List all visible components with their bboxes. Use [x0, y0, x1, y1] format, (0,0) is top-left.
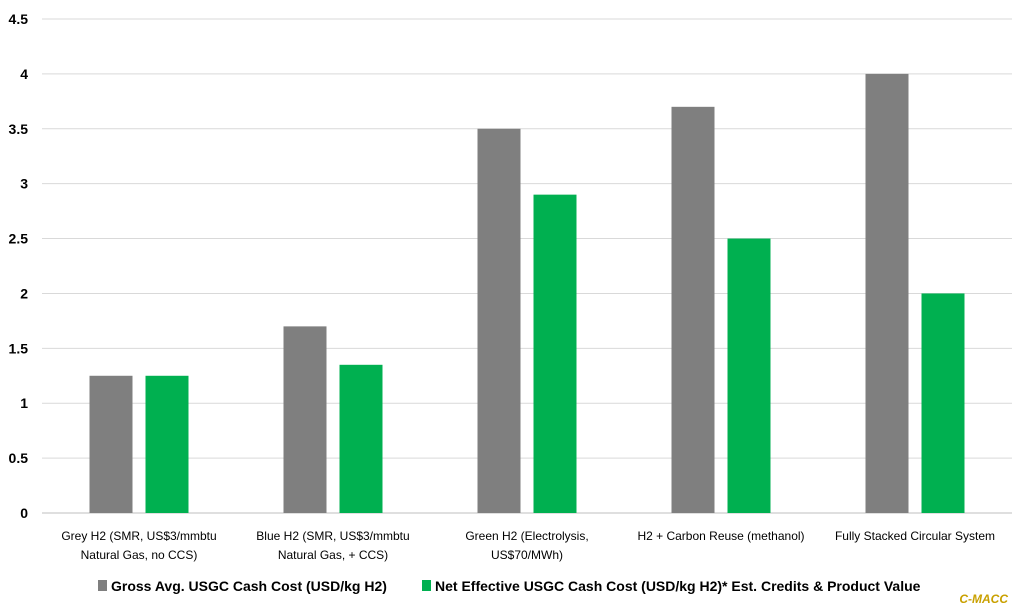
bar-gross	[89, 375, 133, 513]
x-category-label: US$70/MWh)	[491, 548, 563, 562]
legend-label: Net Effective USGC Cash Cost (USD/kg H2)…	[435, 578, 921, 594]
y-tick-label: 0	[20, 505, 28, 521]
x-category-label: H2 + Carbon Reuse (methanol)	[637, 529, 804, 543]
y-tick-label: 4.5	[9, 11, 29, 27]
x-category-label: Grey H2 (SMR, US$3/mmbtu	[61, 529, 216, 543]
y-tick-label: 4	[20, 66, 28, 82]
legend-swatch	[422, 580, 431, 591]
x-category-label: Natural Gas, no CCS)	[81, 548, 198, 562]
y-tick-label: 1.5	[9, 340, 29, 356]
watermark-logo: C-MACC	[959, 592, 1008, 606]
bar-net	[921, 293, 965, 513]
y-tick-label: 0.5	[9, 450, 29, 466]
y-tick-label: 1	[20, 395, 28, 411]
y-tick-label: 3.5	[9, 121, 29, 137]
x-category-label: Blue H2 (SMR, US$3/mmbtu	[256, 529, 409, 543]
bar-gross	[865, 73, 909, 513]
legend-swatch	[98, 580, 107, 591]
bar-net	[145, 375, 189, 513]
x-category-label: Fully Stacked Circular System	[835, 529, 995, 543]
bar-gross	[283, 326, 327, 513]
bar-net	[533, 194, 577, 513]
x-category-label: Natural Gas, + CCS)	[278, 548, 388, 562]
bar-net	[339, 364, 383, 513]
y-tick-label: 2.5	[9, 231, 29, 247]
bar-gross	[477, 128, 521, 513]
legend-label: Gross Avg. USGC Cash Cost (USD/kg H2)	[111, 578, 387, 594]
x-category-label: Green H2 (Electrolysis,	[465, 529, 588, 543]
bar-net	[727, 238, 771, 514]
y-tick-label: 3	[20, 176, 28, 192]
y-tick-label: 2	[20, 285, 28, 301]
bar-gross	[671, 106, 715, 514]
